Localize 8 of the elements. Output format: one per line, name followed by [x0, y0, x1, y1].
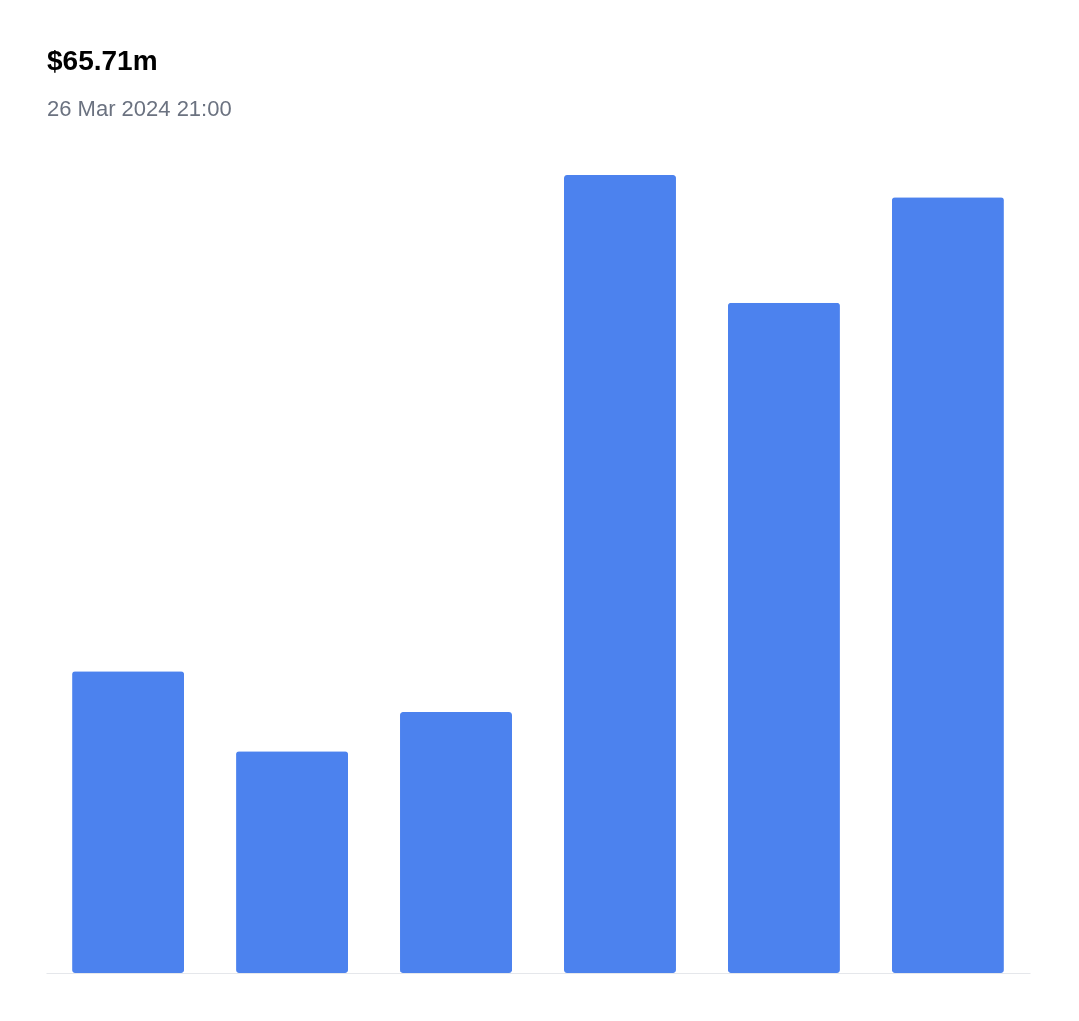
- bar: [400, 712, 513, 973]
- bar: [563, 175, 676, 973]
- bar: [236, 751, 349, 973]
- bar: [727, 302, 840, 973]
- bar: [891, 197, 1004, 973]
- chart-title: $65.71m: [47, 45, 158, 76]
- chart-subtitle: 26 Mar 2024 21:00: [47, 96, 232, 121]
- bar: [72, 671, 185, 973]
